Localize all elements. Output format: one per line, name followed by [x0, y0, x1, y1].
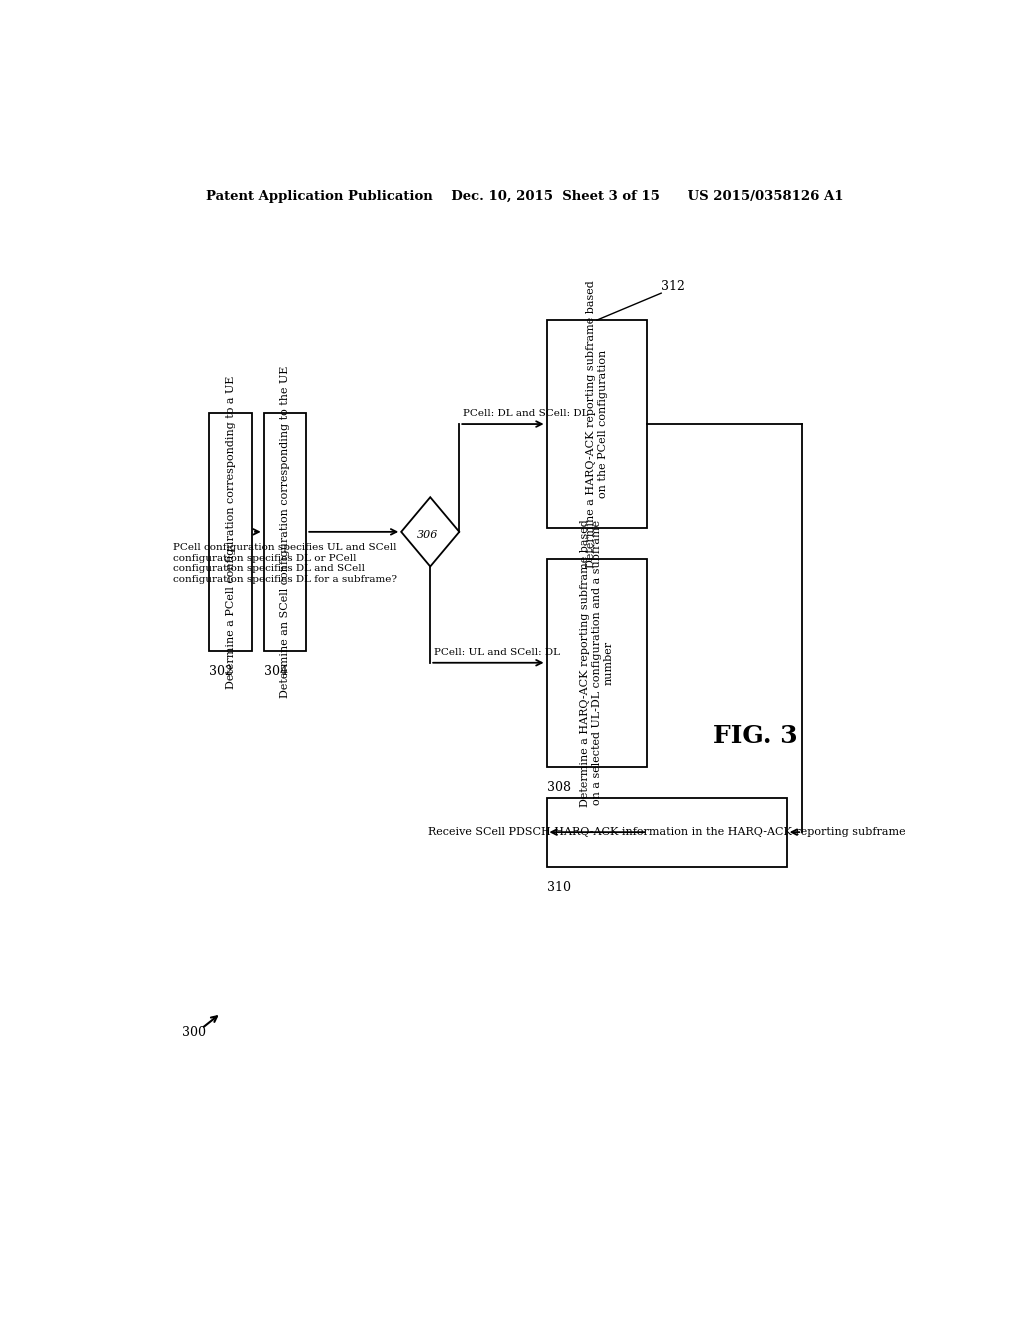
- Bar: [263, 413, 306, 651]
- Text: Receive SCell PDSCH HARQ-ACK information in the HARQ-ACK reporting subframe: Receive SCell PDSCH HARQ-ACK information…: [428, 828, 905, 837]
- Text: PCell configuration specifies UL and SCell
configuration specifies DL or PCell
c: PCell configuration specifies UL and SCe…: [173, 544, 397, 583]
- Text: 300: 300: [182, 1026, 206, 1039]
- Bar: [547, 558, 647, 767]
- Text: 306: 306: [417, 529, 438, 540]
- Text: 308: 308: [547, 780, 570, 793]
- Text: Patent Application Publication    Dec. 10, 2015  Sheet 3 of 15      US 2015/0358: Patent Application Publication Dec. 10, …: [206, 190, 844, 203]
- Bar: [547, 321, 647, 528]
- Text: Determine a HARQ-ACK reporting subframe based
on a selected UL-DL configuration : Determine a HARQ-ACK reporting subframe …: [581, 519, 613, 807]
- Text: Determine an SCell configuration corresponding to the UE: Determine an SCell configuration corresp…: [280, 366, 290, 698]
- Text: PCell: DL and SCell: DL: PCell: DL and SCell: DL: [463, 409, 589, 418]
- Text: 310: 310: [547, 880, 570, 894]
- Text: PCell: UL and SCell: DL: PCell: UL and SCell: DL: [434, 648, 560, 656]
- Text: FIG. 3: FIG. 3: [714, 723, 798, 748]
- Text: 302: 302: [209, 665, 233, 678]
- Polygon shape: [401, 498, 460, 566]
- Text: 312: 312: [662, 280, 685, 293]
- Text: Determine a HARQ-ACK reporting subframe based
on the PCell configuration: Determine a HARQ-ACK reporting subframe …: [586, 280, 607, 568]
- Text: Determine a PCell configuration corresponding to a UE: Determine a PCell configuration correspo…: [225, 375, 236, 689]
- Bar: [547, 797, 786, 867]
- Bar: [209, 413, 252, 651]
- Text: 304: 304: [263, 665, 288, 678]
